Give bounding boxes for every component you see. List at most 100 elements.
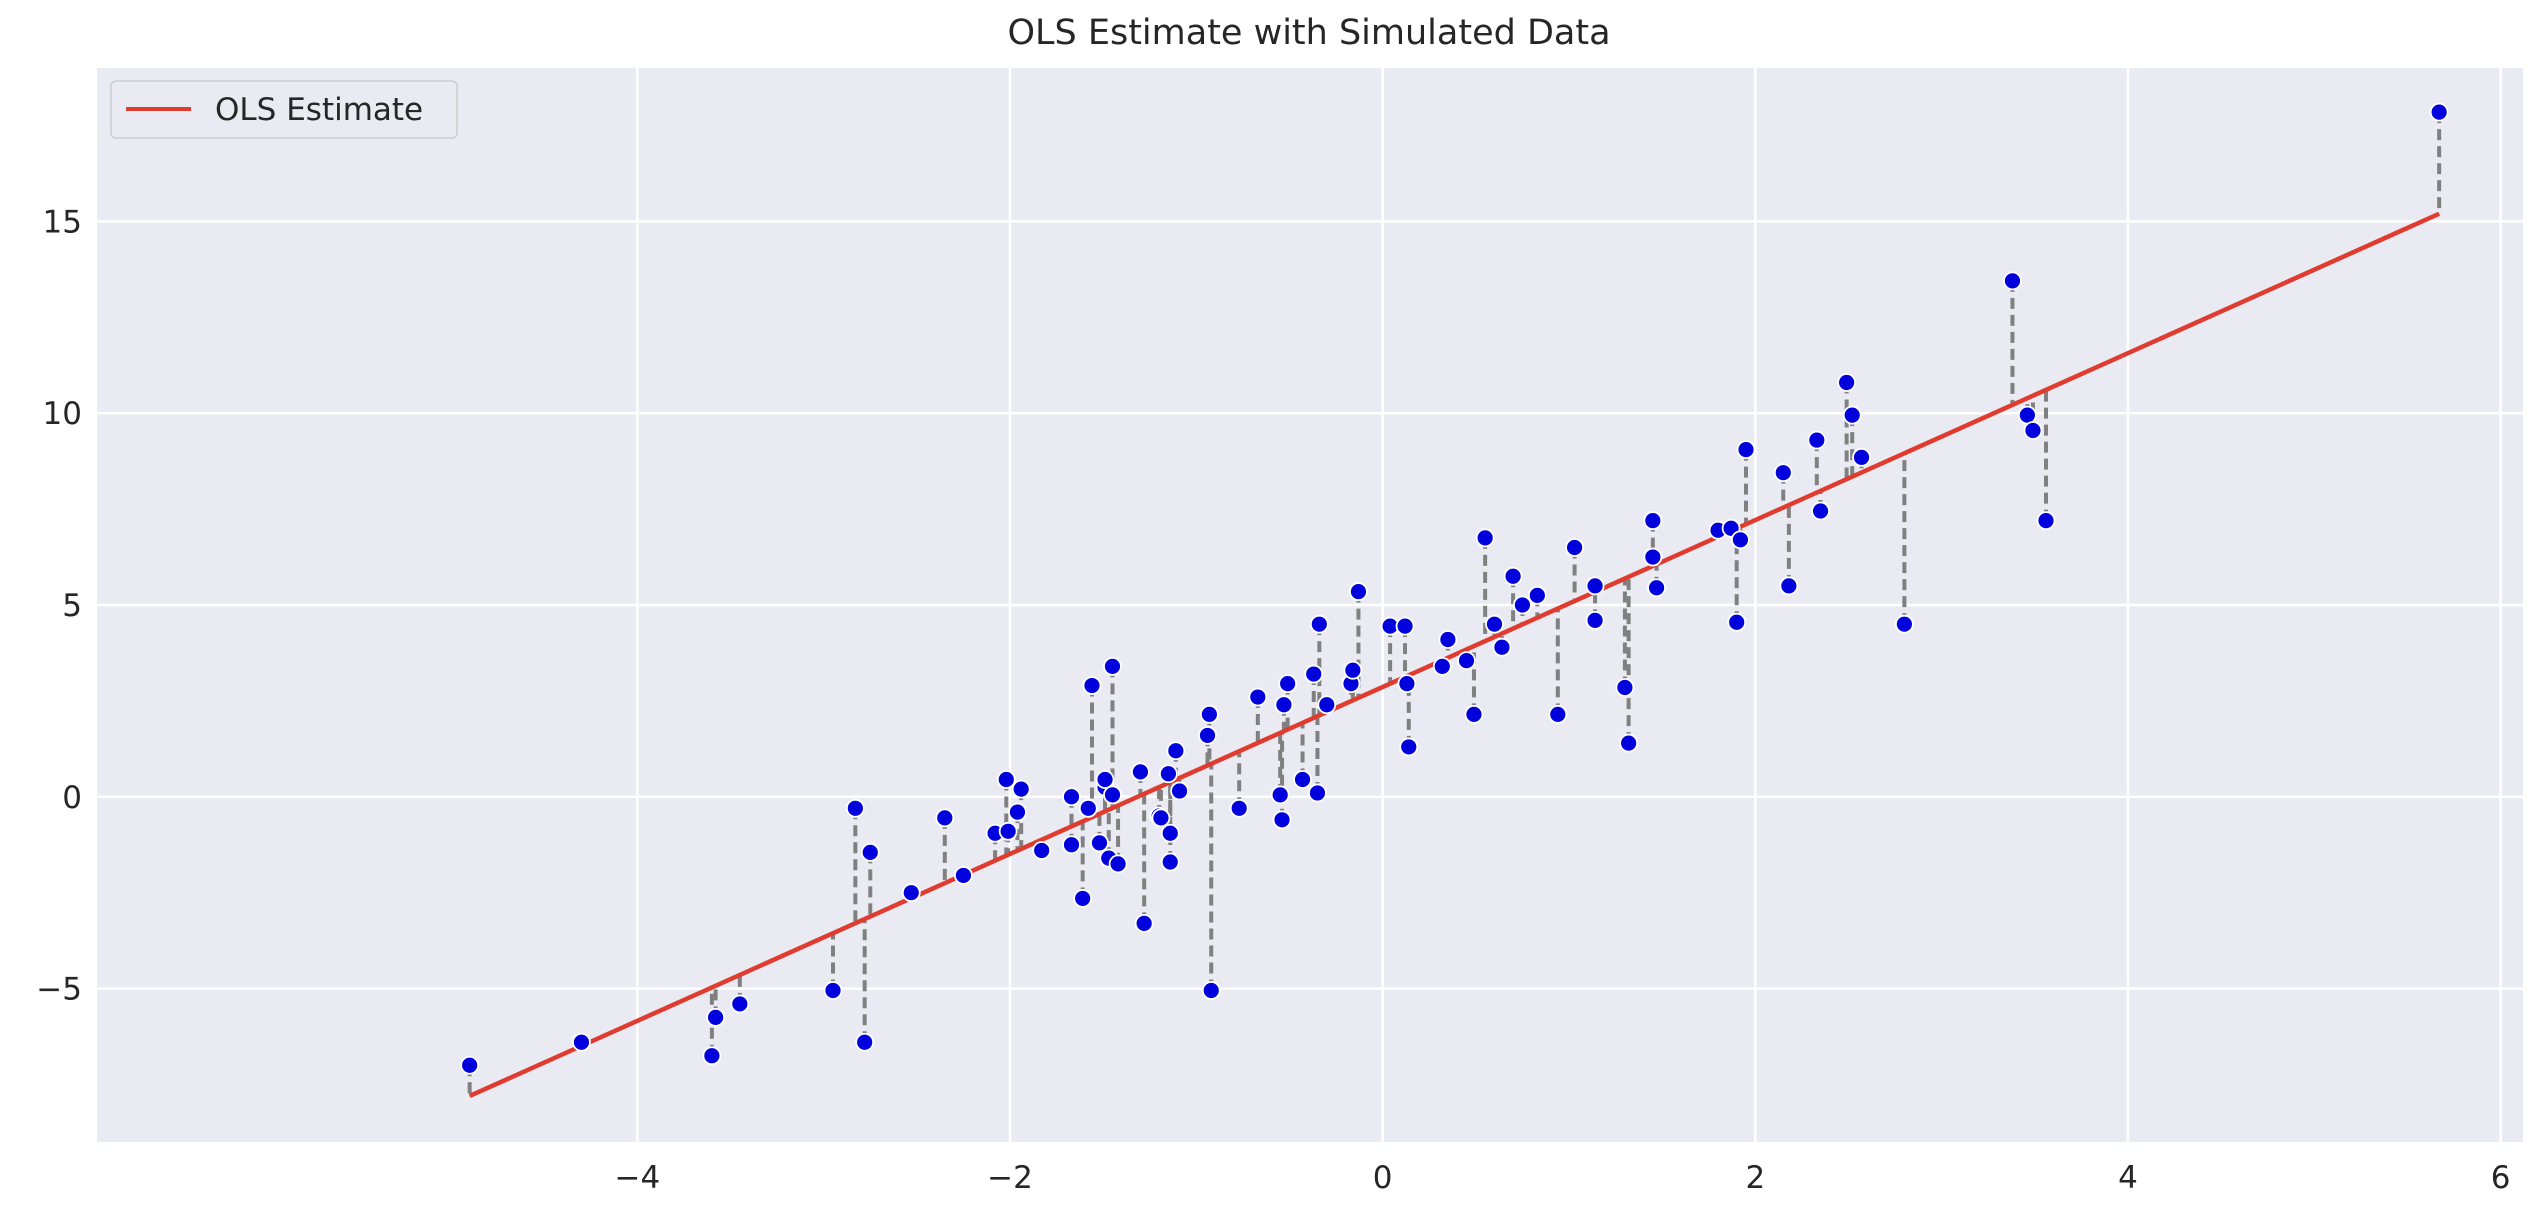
data-point: [2003, 271, 2022, 291]
data-point: [1343, 660, 1363, 680]
data-point: [1248, 687, 1268, 707]
data-point: [1513, 595, 1532, 615]
data-point: [1158, 764, 1178, 784]
data-point: [1894, 614, 1914, 634]
x-tick-label: 0: [1373, 1160, 1393, 1196]
data-point: [1160, 823, 1180, 843]
y-tick-label: 0: [62, 780, 82, 816]
data-point: [1438, 630, 1458, 649]
data-point: [1272, 810, 1292, 830]
data-point: [1008, 802, 1027, 822]
chart-title: OLS Estimate with Simulated Data: [1007, 13, 1610, 53]
data-point: [1565, 538, 1584, 557]
data-point: [460, 1055, 480, 1075]
data-point: [1011, 779, 1031, 799]
data-point: [996, 770, 1016, 789]
ols-fit-line: [468, 211, 2441, 1099]
data-point: [1095, 770, 1115, 789]
data-point: [1270, 785, 1290, 805]
data-point: [998, 821, 1018, 841]
y-tick-label: −5: [36, 972, 82, 1008]
data-point: [1134, 913, 1154, 933]
data-point: [1457, 651, 1476, 671]
data-point: [1198, 726, 1217, 745]
data-point: [1349, 582, 1368, 601]
data-point: [1032, 841, 1052, 860]
data-point: [1308, 783, 1327, 803]
data-point: [1317, 695, 1337, 715]
data-point: [1090, 833, 1109, 853]
data-point: [2429, 102, 2449, 122]
data-point: [1727, 612, 1747, 632]
x-tick-label: −4: [615, 1160, 661, 1196]
data-point: [1160, 852, 1180, 872]
data-point: [1199, 704, 1219, 724]
data-point: [706, 1007, 726, 1027]
data-point: [1475, 528, 1495, 548]
data-point: [1103, 785, 1122, 805]
x-tick-label: 6: [2491, 1160, 2511, 1196]
data-point: [1585, 610, 1605, 630]
x-tick-label: 4: [2118, 1160, 2138, 1196]
data-point: [1837, 373, 1857, 392]
data-point: [823, 981, 843, 1000]
data-point: [1773, 463, 1793, 483]
data-point: [1643, 511, 1663, 531]
data-point: [1395, 616, 1415, 636]
data-point: [1229, 798, 1249, 818]
data-point: [901, 883, 921, 903]
data-point: [1503, 566, 1523, 586]
data-point: [1278, 674, 1298, 694]
data-point: [1548, 704, 1568, 724]
data-point: [1432, 656, 1452, 676]
data-point: [1103, 656, 1122, 676]
data-point: [1274, 695, 1294, 715]
data-point: [1647, 578, 1666, 598]
data-point: [1082, 676, 1102, 695]
data-point: [1166, 741, 1186, 761]
data-point: [1807, 430, 1827, 450]
data-point: [954, 866, 973, 885]
x-tick-label: −2: [987, 1160, 1033, 1196]
legend-label-ols-estimate: OLS Estimate: [215, 92, 423, 128]
data-point: [2036, 511, 2056, 531]
data-point: [1170, 781, 1189, 801]
data-point: [1527, 586, 1547, 605]
y-tick-label: 5: [62, 588, 82, 624]
legend: OLS Estimate: [110, 80, 458, 139]
data-point: [1151, 808, 1171, 828]
data-point: [1811, 501, 1830, 521]
data-point: [702, 1046, 722, 1066]
fit-line-layer: [468, 211, 2441, 1099]
data-point: [1304, 664, 1324, 684]
data-point: [1108, 854, 1128, 874]
data-point: [1309, 614, 1329, 634]
data-point: [1852, 447, 1871, 467]
x-tick-label: 2: [1745, 1160, 1765, 1196]
data-point: [1201, 981, 1221, 1000]
data-point: [1842, 405, 1862, 425]
y-tick-label: 10: [43, 396, 82, 432]
data-point: [1062, 835, 1081, 855]
data-point: [1131, 762, 1150, 782]
legend-box: [110, 80, 458, 139]
data-point: [1779, 576, 1799, 596]
data-points: [460, 102, 2449, 1075]
data-point: [1397, 674, 1417, 694]
y-tick-label: 15: [43, 204, 82, 240]
data-point: [1736, 440, 1756, 460]
data-point: [855, 1032, 875, 1052]
data-point: [1585, 576, 1605, 596]
data-point: [1731, 530, 1750, 550]
data-point: [572, 1032, 591, 1052]
data-point: [1293, 770, 1312, 789]
data-point: [1078, 798, 1098, 818]
data-point: [1619, 733, 1639, 753]
data-point: [1464, 704, 1484, 724]
data-point: [2023, 421, 2043, 440]
data-point: [860, 843, 880, 862]
tick-labels: −4 −2 0 2 4 6 −5 0 5 10 15: [36, 204, 2510, 1196]
data-point: [1062, 787, 1081, 807]
data-point: [1643, 547, 1663, 567]
